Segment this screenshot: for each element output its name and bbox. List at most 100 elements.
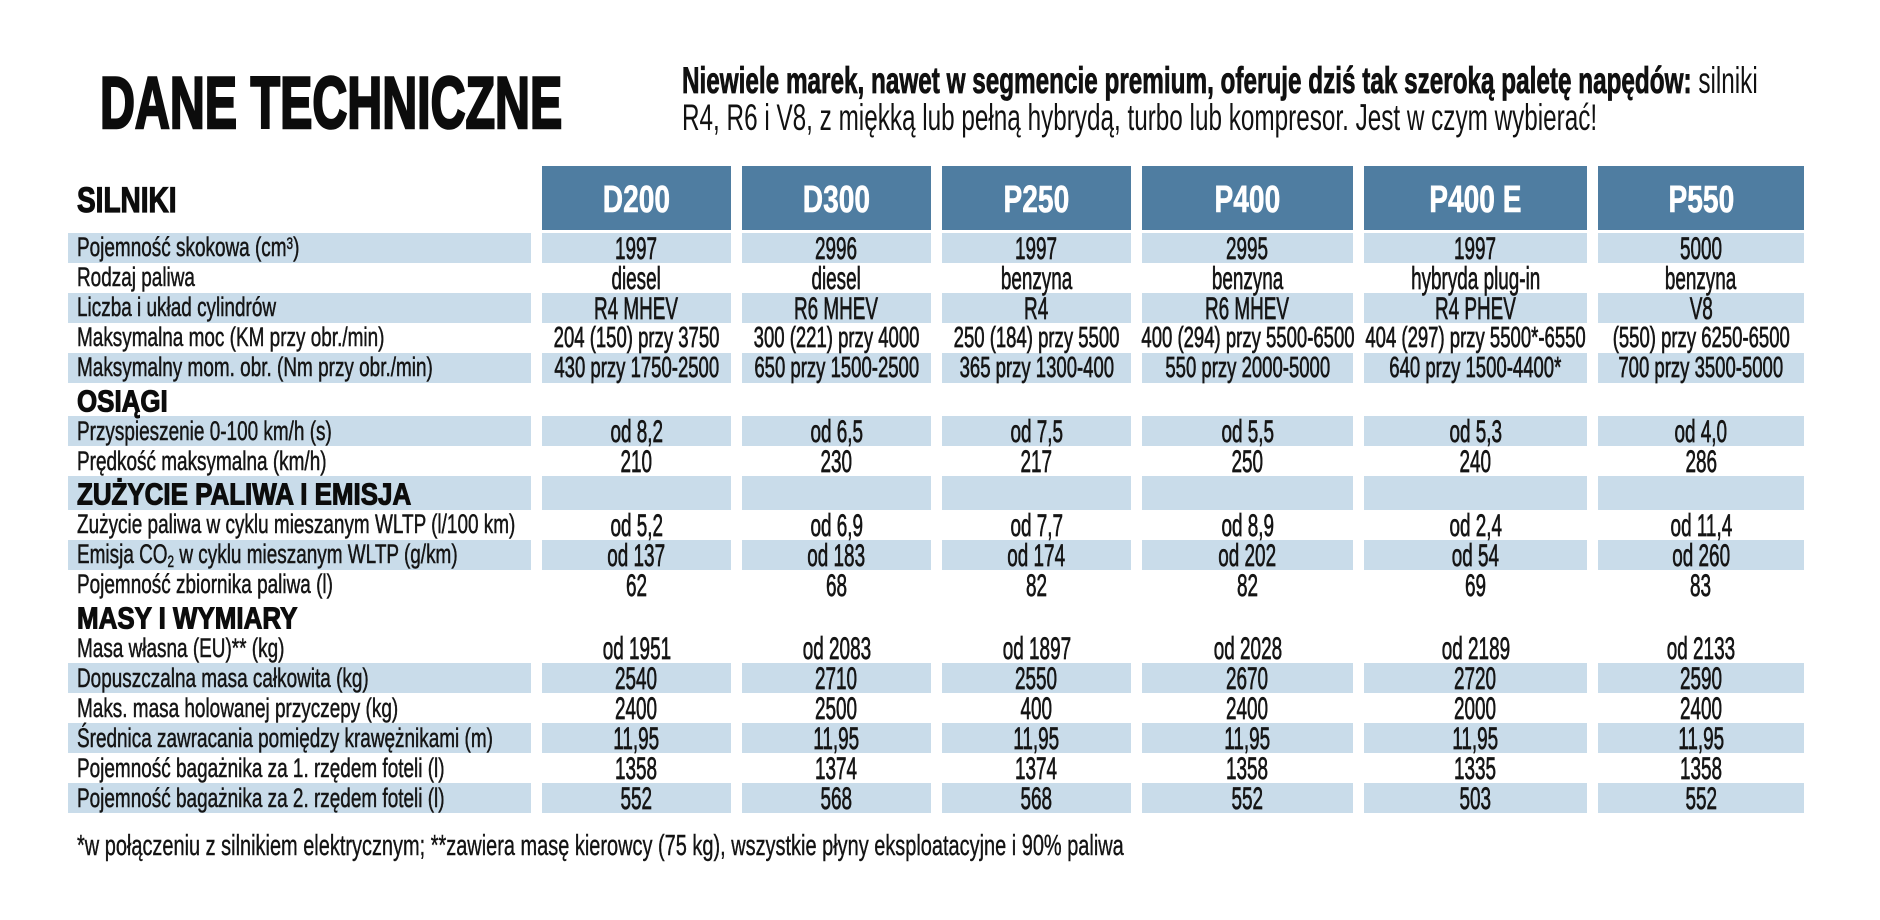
row-label: Maksymalna moc (KM przy obr./min) [68,322,531,353]
value-text: od 2189 [1441,630,1510,666]
row-label: Pojemność zbiornika paliwa (l) [68,569,531,600]
table-row: Prędkość maksymalna (km/h) 210 230 217 250 24… [68,443,1804,479]
value-text: 83 [1690,566,1712,603]
value-cell: 2590 [1598,662,1804,694]
table-row: Maks. masa holowanej przyczepy (kg) 2400 2… [68,690,1804,726]
value-text: 1335 [1454,750,1497,786]
value-text: od 4,0 [1674,413,1728,449]
column-header-p400e: P400 E [1364,166,1587,230]
value-text: diesel [811,259,862,296]
value-cell: od 7,5 [942,415,1131,447]
value-text: 286 [1685,443,1717,479]
value-cell: od 8,2 [542,415,731,447]
value-cell: 1997 [542,231,731,264]
value-cell: 400 (294) przy 5500-6500 [1141,322,1355,353]
table-row: Liczba i układ cylindrów R4 MHEV R6 MHEV R4… [68,289,1804,326]
value-cell: 365 przy 1300-400 [942,352,1131,383]
table-row: Dopuszczalna masa całkowita (kg) 2540 2710… [68,660,1804,696]
value-cell: 11,95 [1364,722,1587,754]
value-cell: 2710 [742,660,931,696]
section-spacer-cell [1598,600,1804,634]
value-cell: diesel [542,259,731,296]
section-title: ZUŻYCIE PALIWA I EMISJA [68,476,531,512]
value-cell: (550) przy 6250-6500 [1598,322,1804,353]
value-cell: 550 przy 2000-5000 [1142,351,1353,384]
value-text: 2540 [615,660,658,696]
value-cell: 82 [942,568,1131,600]
value-text: od 1897 [1002,630,1071,666]
value-text: 550 przy 2000-5000 [1165,351,1330,384]
section-spacer-cell [942,600,1131,634]
section-spacer-cell [1142,476,1353,510]
section-title-text: MASY I WYMIARY [77,601,298,636]
footnote-text: *w połączeniu z silnikiem elektrycznym; … [77,830,1124,862]
section-header-row: MASY I WYMIARY [68,600,1804,636]
value-text: 700 przy 3500-5000 [1618,351,1784,384]
row-label-text: Rodzaj paliwa [77,262,195,293]
column-header-p250: P250 [942,166,1131,230]
value-text: 2710 [815,660,858,696]
value-text: 69 [1464,566,1487,603]
value-text: 250 (184) przy 5500 [953,321,1120,354]
value-text: od 54 [1451,536,1500,573]
value-cell: od 6,5 [742,415,931,447]
value-cell: 700 przy 3500-5000 [1598,351,1804,384]
value-cell: od 2189 [1364,630,1587,666]
value-cell: 1997 [1364,231,1587,264]
value-text: R4 PHEV [1435,289,1516,326]
value-cell: 62 [542,568,731,600]
value-cell: 11,95 [942,722,1131,754]
value-cell: 300 (221) przy 4000 [742,321,931,354]
value-cell: 552 [1598,782,1804,814]
value-text: 2000 [1454,690,1497,726]
column-header-label: P550 [1668,178,1734,221]
value-text: od 2133 [1666,630,1736,666]
footnote: *w połączeniu z silnikiem elektrycznym; … [77,829,1598,864]
value-cell: od 6,9 [742,508,931,540]
row-label: Dopuszczalna masa całkowita (kg) [68,662,531,693]
value-text: 2500 [815,690,858,726]
value-text: 11,95 [613,720,660,756]
value-text: 552 [620,780,653,816]
row-label-text: Pojemność skokowa (cm3) [77,232,300,263]
row-label-text: Prędkość maksymalna (km/h) [77,445,327,476]
row-label-text: Przyspieszenie 0-100 km/h (s) [77,415,332,446]
row-label: Pojemność bagażnika za 2. rzędem foteli … [68,782,531,813]
value-text: 210 [620,443,653,479]
value-cell: 1358 [542,752,731,784]
section-spacer-cell [1598,476,1804,510]
row-label: Liczba i układ cylindrów [68,292,531,323]
value-text: 2720 [1454,660,1497,696]
value-text: 640 przy 1500-4400* [1389,351,1562,384]
row-label-text: Emisja CO2 w cyklu mieszanym WLTP (g/km) [77,539,458,571]
value-text: 300 (221) przy 4000 [753,321,920,354]
spec-table: SILNIKI D200 D300 P250 P400 P400 E P550 Pojemno… [68,166,1804,816]
table-row: Rodzaj paliwa diesel diesel benzyna benzyna h… [68,259,1804,296]
value-cell: hybryda plug-in [1364,261,1587,293]
section-spacer-cell [1364,383,1587,417]
value-cell: od 2,4 [1364,508,1587,540]
value-text: od 5,2 [610,506,663,543]
value-cell: benzyna [1598,261,1804,293]
value-cell: od 260 [1598,538,1804,571]
value-text: od 183 [807,536,866,573]
value-cell: od 137 [542,538,731,571]
column-header-label: D200 [602,178,671,221]
table-row: Emisja CO2 w cyklu mieszanym WLTP (g/km)… [68,536,1804,573]
section-title-text: OSIĄGI [77,384,169,419]
value-cell: 5000 [1598,231,1804,264]
value-text: 204 (150) przy 3750 [553,321,720,354]
row-label-text: Masa własna (EU)** (kg) [77,632,285,663]
value-text: 230 [820,443,853,479]
value-cell: od 2133 [1598,630,1804,666]
value-cell: od 1897 [942,630,1131,666]
value-cell: od 11,4 [1598,508,1804,540]
section-title-silniki: SILNIKI [68,166,531,230]
table-row: Pojemność skokowa (cm3) 1997 2996 1997 2995 1… [68,231,1804,264]
value-text: diesel [611,259,662,296]
value-cell: V8 [1598,291,1804,324]
section-title: MASY I WYMIARY [68,600,531,636]
value-cell: 640 przy 1500-4400* [1364,351,1587,384]
value-cell: 250 (184) przy 5500 [942,321,1131,354]
value-text: benzyna [1211,259,1284,296]
